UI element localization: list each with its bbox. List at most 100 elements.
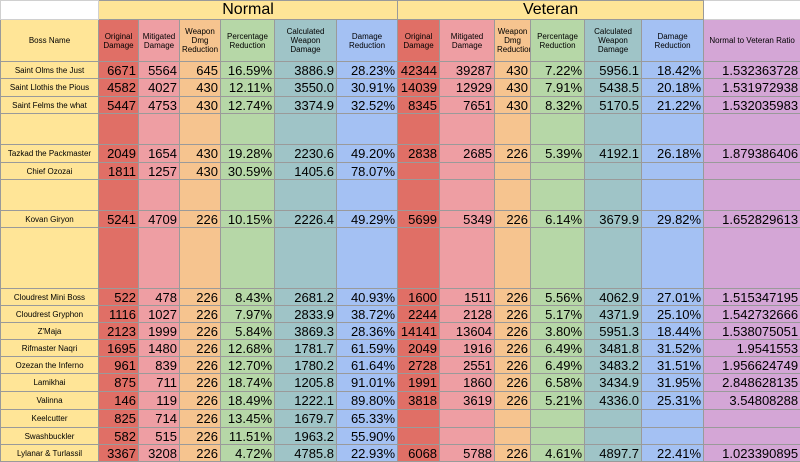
normal-damage-reduction-cell: 32.52% <box>337 97 398 114</box>
normal-percentage-reduction-cell: 5.84% <box>221 323 275 340</box>
normal-damage-reduction-cell: 22.93% <box>337 445 398 462</box>
ratio-cell <box>704 114 800 145</box>
veteran-percentage-reduction-cell: 5.21% <box>531 392 585 410</box>
normal-weapon-dmg-reduction-cell <box>180 180 221 211</box>
boss-name-cell: Keelcutter <box>1 410 99 428</box>
veteran-weapon-dmg-reduction-cell: 226 <box>495 392 531 410</box>
veteran-mitigated-damage-cell: 2551 <box>440 357 495 374</box>
veteran-damage-reduction-header: Damage Reduction <box>642 20 704 62</box>
normal-mitigated-damage-cell: 3208 <box>139 445 180 462</box>
ratio-cell <box>704 180 800 211</box>
veteran-weapon-dmg-reduction-header: Weapon Dmg Reduction <box>495 20 531 62</box>
normal-calculated-weapon-damage-cell: 3550.0 <box>275 79 337 97</box>
normal-mitigated-damage-header: Mitigated Damage <box>139 20 180 62</box>
normal-mitigated-damage-cell: 478 <box>139 289 180 306</box>
normal-percentage-reduction-cell: 10.15% <box>221 211 275 228</box>
boss-name-cell <box>1 114 99 145</box>
veteran-original-damage-cell: 3818 <box>398 392 440 410</box>
veteran-weapon-dmg-reduction-cell: 226 <box>495 306 531 323</box>
veteran-percentage-reduction-cell <box>531 428 585 445</box>
veteran-mitigated-damage-cell: 1860 <box>440 374 495 392</box>
blank-cell <box>704 1 800 20</box>
normal-original-damage-cell: 522 <box>99 289 139 306</box>
veteran-mitigated-damage-cell: 2685 <box>440 145 495 163</box>
veteran-damage-reduction-cell: 29.82% <box>642 211 704 228</box>
veteran-weapon-dmg-reduction-cell <box>495 428 531 445</box>
veteran-percentage-reduction-cell: 6.49% <box>531 340 585 357</box>
normal-weapon-dmg-reduction-cell: 430 <box>180 145 221 163</box>
normal-percentage-reduction-cell: 11.51% <box>221 428 275 445</box>
normal-percentage-reduction-cell: 12.11% <box>221 79 275 97</box>
normal-calculated-weapon-damage-cell: 2230.6 <box>275 145 337 163</box>
normal-damage-reduction-cell: 78.07% <box>337 163 398 180</box>
veteran-damage-reduction-cell: 18.42% <box>642 62 704 79</box>
normal-calculated-weapon-damage-cell: 2226.4 <box>275 211 337 228</box>
normal-weapon-dmg-reduction-cell: 226 <box>180 410 221 428</box>
normal-damage-reduction-cell <box>337 114 398 145</box>
veteran-weapon-dmg-reduction-cell <box>495 228 531 289</box>
veteran-mitigated-damage-cell: 39287 <box>440 62 495 79</box>
normal-weapon-dmg-reduction-cell: 430 <box>180 97 221 114</box>
veteran-weapon-dmg-reduction-cell: 226 <box>495 340 531 357</box>
veteran-percentage-reduction-cell: 5.17% <box>531 306 585 323</box>
normal-mitigated-damage-cell <box>139 114 180 145</box>
veteran-calculated-weapon-damage-cell: 4371.9 <box>585 306 642 323</box>
veteran-damage-reduction-cell <box>642 180 704 211</box>
table-row <box>1 114 800 145</box>
normal-damage-reduction-cell <box>337 228 398 289</box>
veteran-original-damage-cell <box>398 428 440 445</box>
veteran-damage-reduction-cell <box>642 163 704 180</box>
veteran-calculated-weapon-damage-cell: 5170.5 <box>585 97 642 114</box>
normal-calculated-weapon-damage-cell: 1679.7 <box>275 410 337 428</box>
veteran-damage-reduction-cell: 25.31% <box>642 392 704 410</box>
normal-percentage-reduction-cell: 12.68% <box>221 340 275 357</box>
normal-percentage-reduction-cell: 12.70% <box>221 357 275 374</box>
veteran-calculated-weapon-damage-cell: 3483.2 <box>585 357 642 374</box>
normal-calculated-weapon-damage-cell: 1205.8 <box>275 374 337 392</box>
normal-damage-reduction-cell: 55.90% <box>337 428 398 445</box>
veteran-calculated-weapon-damage-cell: 4062.9 <box>585 289 642 306</box>
veteran-percentage-reduction-cell: 7.22% <box>531 62 585 79</box>
ratio-cell: 1.652829613 <box>704 211 800 228</box>
veteran-calculated-weapon-damage-cell <box>585 163 642 180</box>
group-header-row: Normal Veteran <box>1 1 800 20</box>
normal-damage-reduction-header: Damage Reduction <box>337 20 398 62</box>
ratio-header: Normal to Veteran Ratio <box>704 20 800 62</box>
normal-weapon-dmg-reduction-cell: 226 <box>180 340 221 357</box>
veteran-calculated-weapon-damage-cell <box>585 410 642 428</box>
normal-damage-reduction-cell: 89.80% <box>337 392 398 410</box>
normal-original-damage-cell: 582 <box>99 428 139 445</box>
normal-weapon-dmg-reduction-cell: 430 <box>180 163 221 180</box>
normal-percentage-reduction-cell <box>221 180 275 211</box>
veteran-mitigated-damage-cell: 12929 <box>440 79 495 97</box>
veteran-mitigated-damage-cell: 2128 <box>440 306 495 323</box>
veteran-weapon-dmg-reduction-cell: 226 <box>495 445 531 462</box>
normal-percentage-reduction-cell: 7.97% <box>221 306 275 323</box>
veteran-original-damage-cell: 2838 <box>398 145 440 163</box>
normal-weapon-dmg-reduction-cell: 226 <box>180 374 221 392</box>
normal-original-damage-cell: 1811 <box>99 163 139 180</box>
normal-mitigated-damage-cell: 1999 <box>139 323 180 340</box>
normal-percentage-reduction-cell: 16.59% <box>221 62 275 79</box>
normal-original-damage-cell: 5447 <box>99 97 139 114</box>
boss-name-cell: Cloudrest Gryphon <box>1 306 99 323</box>
ratio-cell: 1.515347195 <box>704 289 800 306</box>
veteran-damage-reduction-cell: 31.52% <box>642 340 704 357</box>
normal-mitigated-damage-cell <box>139 228 180 289</box>
normal-original-damage-cell: 4582 <box>99 79 139 97</box>
boss-name-cell: Tazkad the Packmaster <box>1 145 99 163</box>
normal-calculated-weapon-damage-cell: 2833.9 <box>275 306 337 323</box>
normal-damage-reduction-cell: 38.72% <box>337 306 398 323</box>
veteran-percentage-reduction-cell: 6.14% <box>531 211 585 228</box>
normal-original-damage-cell: 1695 <box>99 340 139 357</box>
normal-original-damage-cell <box>99 228 139 289</box>
veteran-calculated-weapon-damage-cell: 5951.3 <box>585 323 642 340</box>
ratio-cell <box>704 228 800 289</box>
normal-original-damage-cell: 6671 <box>99 62 139 79</box>
normal-calculated-weapon-damage-cell <box>275 228 337 289</box>
veteran-weapon-dmg-reduction-cell <box>495 180 531 211</box>
